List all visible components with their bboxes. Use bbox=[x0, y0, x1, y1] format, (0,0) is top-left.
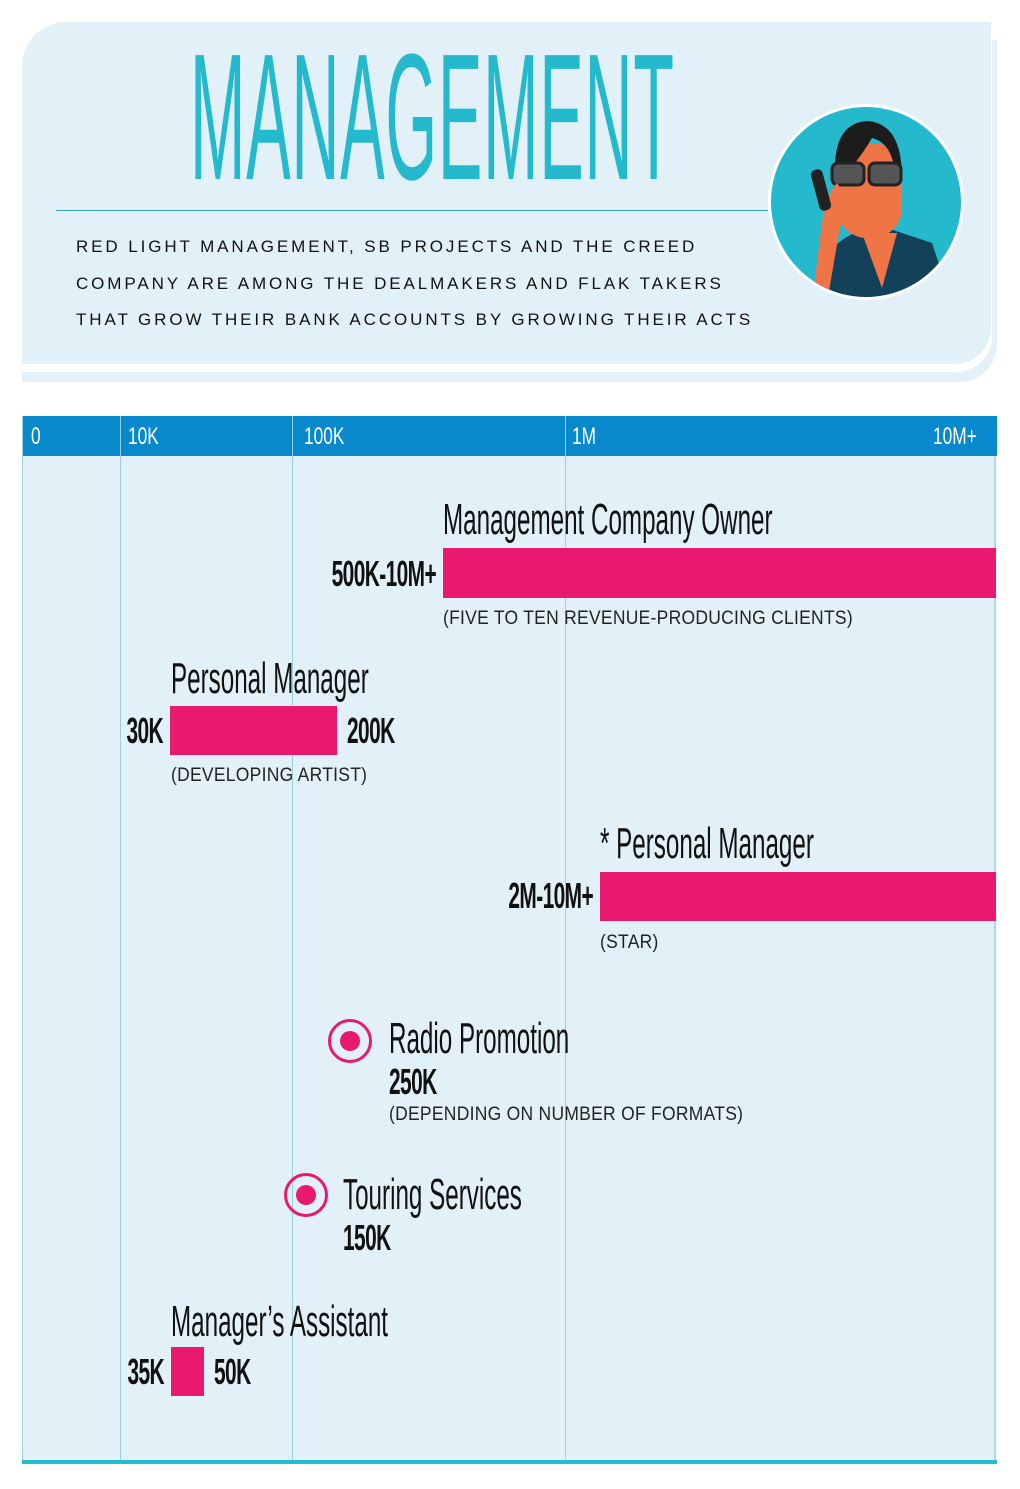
gridline-1m bbox=[565, 416, 566, 1462]
low-label: 30K bbox=[126, 710, 163, 751]
range-bar bbox=[171, 1347, 204, 1396]
value-label: 250K bbox=[389, 1061, 437, 1102]
high-label: 200K bbox=[347, 710, 395, 751]
subtitle-line-3: THAT GROW THEIR BANK ACCOUNTS BY GROWING… bbox=[76, 310, 754, 329]
low-label: 35K bbox=[127, 1351, 164, 1392]
x-tick-label: 1M bbox=[572, 423, 597, 450]
x-tick-label: 100K bbox=[304, 423, 345, 450]
item-note: (DEVELOPING ARTIST) bbox=[171, 765, 368, 786]
gridline-0 bbox=[22, 416, 23, 1462]
item-note: (DEPENDING ON NUMBER OF FORMATS) bbox=[389, 1104, 744, 1125]
low-label: 500K-10M+ bbox=[331, 553, 437, 594]
range-bar bbox=[170, 706, 337, 755]
subtitle-line-1: RED LIGHT MANAGEMENT, SB PROJECTS AND TH… bbox=[76, 237, 698, 256]
title-divider bbox=[56, 210, 768, 211]
item-title: Personal Manager bbox=[616, 819, 814, 868]
value-label: 150K bbox=[343, 1217, 391, 1258]
x-tick-label: 0 bbox=[31, 423, 41, 450]
item-title: Manager’s Assistant bbox=[171, 1297, 389, 1346]
item-title: Personal Manager bbox=[171, 654, 369, 703]
manager-portrait-illustration bbox=[768, 104, 964, 300]
gridline-100k bbox=[292, 416, 293, 1462]
range-bar bbox=[600, 872, 996, 921]
x-tick-label: 10M+ bbox=[933, 423, 977, 450]
asterisk-icon: * bbox=[600, 819, 610, 868]
item-title: Touring Services bbox=[343, 1170, 522, 1219]
x-axis-bar bbox=[22, 416, 997, 456]
low-label: 2M-10M+ bbox=[508, 875, 593, 916]
item-note: (FIVE TO TEN REVENUE-PRODUCING CLIENTS) bbox=[443, 608, 853, 629]
high-label: 50K bbox=[214, 1351, 251, 1392]
item-note: (STAR) bbox=[600, 932, 659, 953]
page-title: MANAGEMENT bbox=[190, 17, 675, 218]
gridline-10k bbox=[120, 416, 121, 1462]
x-tick-label: 10K bbox=[128, 423, 159, 450]
item-title: Management Company Owner bbox=[443, 495, 773, 544]
range-bar bbox=[443, 548, 996, 598]
item-title: Radio Promotion bbox=[389, 1014, 570, 1063]
item-title-star: * Personal Manager bbox=[600, 822, 814, 866]
subtitle-line-2: COMPANY ARE AMONG THE DEALMAKERS AND FLA… bbox=[76, 274, 724, 293]
point-marker bbox=[284, 1173, 328, 1217]
chart-bottom-border bbox=[22, 1460, 997, 1464]
point-marker bbox=[328, 1019, 372, 1063]
